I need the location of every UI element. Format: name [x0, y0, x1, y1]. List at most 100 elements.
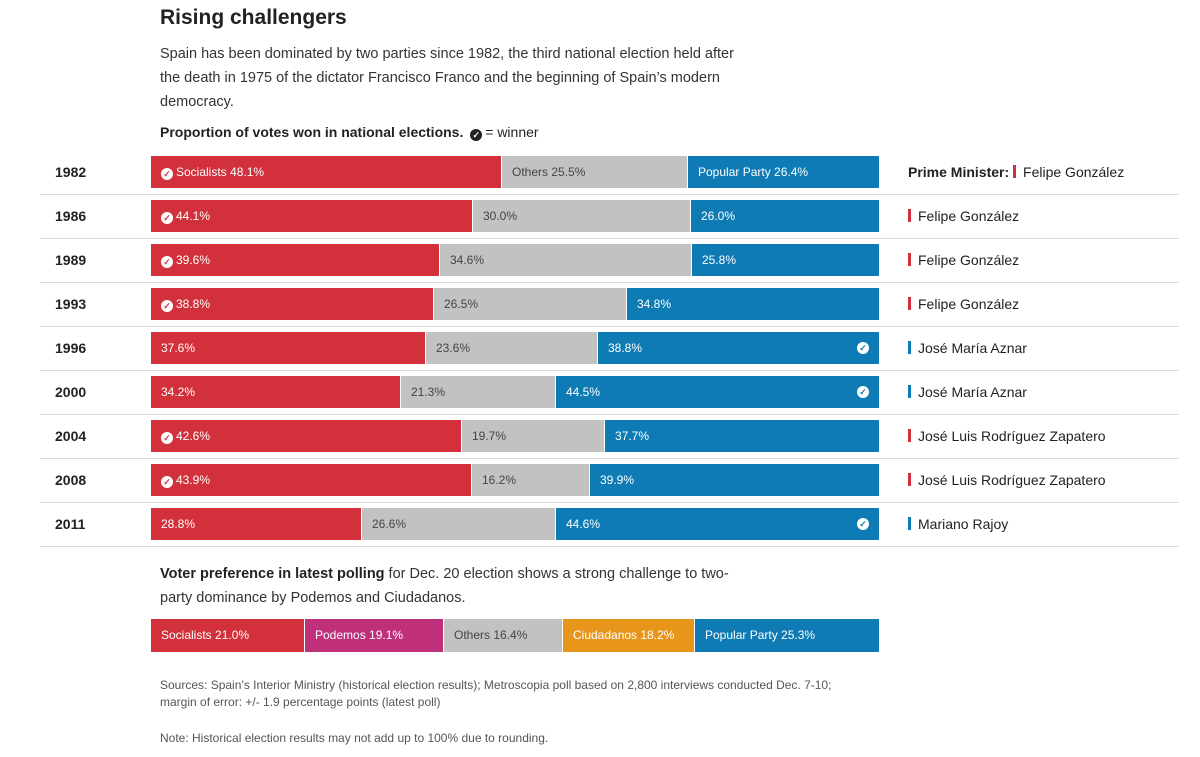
bar-label-socialists: 44.1%: [176, 209, 211, 223]
prime-minister: José María Aznar: [908, 371, 1027, 414]
subhead-legend: = winner: [485, 124, 539, 140]
bar-socialists: ✓ 39.6%: [151, 244, 439, 276]
stacked-bar: 37.6% 23.6% 38.8% ✓: [151, 332, 879, 364]
prime-minister-name: José María Aznar: [918, 384, 1027, 400]
chart-title: Rising challengers: [160, 6, 347, 29]
bar-label-socialists: 42.6%: [176, 429, 211, 443]
bar-label-others: 16.2%: [482, 473, 517, 487]
prime-minister: Felipe González: [908, 195, 1019, 238]
subhead-bold: Proportion of votes won in national elec…: [160, 124, 464, 140]
poll-text-bold: Voter preference in latest polling: [160, 566, 385, 582]
prime-minister: José María Aznar: [908, 327, 1027, 370]
bar-label-popular-party: Popular Party 26.4%: [698, 165, 809, 179]
bar-label-others: 30.0%: [483, 209, 518, 223]
election-results-chart: 1982 ✓ Socialists 48.1% Others 25.5% Popular…: [40, 151, 1179, 547]
winner-check-icon: ✓: [470, 129, 483, 141]
bar-label-popular-party: 39.9%: [600, 473, 635, 487]
chart-row-2008: 2008 ✓ 43.9% 16.2% 39.9% José Luis Rodríguez …: [40, 459, 1179, 503]
bar-popular-party: 44.5% ✓: [555, 376, 879, 408]
stacked-bar: ✓ Socialists 48.1% Others 25.5% Popular Par…: [151, 156, 879, 188]
bar-socialists: 37.6%: [151, 332, 425, 364]
prime-minister-name: Felipe González: [1023, 164, 1125, 180]
party-marker: [908, 297, 911, 310]
bar-popular-party: 38.8% ✓: [597, 332, 879, 364]
party-marker: [1013, 165, 1017, 178]
chart-row-2004: 2004 ✓ 42.6% 19.7% 37.7% José Luis Rodríguez …: [40, 415, 1179, 459]
prime-minister: Felipe González: [908, 239, 1019, 282]
prime-minister-name: Mariano Rajoy: [918, 516, 1009, 532]
bar-popular-party: 25.8%: [691, 244, 879, 276]
bar-label-others: Others 25.5%: [512, 165, 586, 179]
party-marker: [908, 341, 911, 354]
winner-check-icon: ✓: [857, 518, 869, 530]
party-marker: [908, 429, 911, 442]
bar-popular-party: 26.0%: [690, 200, 879, 232]
bar-label-socialists: Socialists 48.1%: [176, 165, 265, 179]
bar-socialists: 34.2%: [151, 376, 400, 408]
year-label: 1989: [55, 252, 87, 268]
chart-subhead: Proportion of votes won in national elec…: [160, 124, 539, 141]
poll-segment-others: Others 16.4%: [443, 619, 562, 652]
bar-others: 23.6%: [425, 332, 597, 364]
winner-check-icon: ✓: [161, 300, 173, 312]
chart-row-2011: 2011 28.8% 26.6% 44.6% ✓ Mariano Rajoy: [40, 503, 1179, 547]
prime-minister: Mariano Rajoy: [908, 503, 1008, 546]
poll-segment-ciudadanos: Ciudadanos 18.2%: [562, 619, 694, 652]
year-label: 2011: [55, 516, 86, 532]
winner-check-icon: ✓: [161, 168, 173, 180]
bar-socialists: ✓ 43.9%: [151, 464, 471, 496]
prime-minister: José Luis Rodríguez Zapatero: [908, 415, 1106, 458]
stacked-bar: ✓ 42.6% 19.7% 37.7%: [151, 420, 879, 452]
bar-others: 30.0%: [472, 200, 690, 232]
poll-chart: Socialists 21.0% Podemos 19.1% Others 16.4…: [151, 619, 879, 652]
stacked-bar: 28.8% 26.6% 44.6% ✓: [151, 508, 879, 540]
bar-popular-party: 34.8%: [626, 288, 879, 320]
bar-label-others: 34.6%: [450, 253, 485, 267]
chart-row-1982: 1982 ✓ Socialists 48.1% Others 25.5% Popular…: [40, 151, 1179, 195]
stacked-bar: ✓ 44.1% 30.0% 26.0%: [151, 200, 879, 232]
prime-minister-name: Felipe González: [918, 208, 1020, 224]
bar-label-popular-party: 44.6%: [566, 517, 601, 531]
year-label: 2008: [55, 472, 87, 488]
bar-label-others: 26.6%: [372, 517, 407, 531]
bar-label-others: 21.3%: [411, 385, 446, 399]
bar-socialists: ✓ 38.8%: [151, 288, 433, 320]
bar-popular-party: 39.9%: [589, 464, 879, 496]
poll-segment-popular-party: Popular Party 25.3%: [694, 619, 879, 652]
bar-label-popular-party: 34.8%: [637, 297, 672, 311]
chart-row-1986: 1986 ✓ 44.1% 30.0% 26.0% Felipe González: [40, 195, 1179, 239]
winner-check-icon: ✓: [161, 432, 173, 444]
bar-others: 26.5%: [433, 288, 626, 320]
prime-minister: José Luis Rodríguez Zapatero: [908, 459, 1106, 502]
prime-minister-name: Felipe González: [918, 296, 1020, 312]
stacked-bar: 34.2% 21.3% 44.5% ✓: [151, 376, 879, 408]
prime-minister: Prime Minister: Felipe González: [908, 151, 1124, 194]
poll-segment-podemos: Podemos 19.1%: [304, 619, 443, 652]
bar-label-popular-party: 37.7%: [615, 429, 650, 443]
bar-socialists: ✓ 44.1%: [151, 200, 472, 232]
bar-label-popular-party: 44.5%: [566, 385, 601, 399]
stacked-bar: ✓ 38.8% 26.5% 34.8%: [151, 288, 879, 320]
poll-text-rest: for Dec. 20 election shows a strong chal…: [160, 566, 729, 606]
party-marker: [908, 253, 911, 266]
prime-minister: Felipe González: [908, 283, 1019, 326]
prime-minister-name: Felipe González: [918, 252, 1020, 268]
winner-check-icon: ✓: [857, 342, 869, 354]
sources-text: Sources: Spain’s Interior Ministry (hist…: [160, 678, 832, 709]
chart-row-2000: 2000 34.2% 21.3% 44.5% ✓ José María Aznar: [40, 371, 1179, 415]
bar-label-socialists: 43.9%: [176, 473, 211, 487]
bar-popular-party: Popular Party 26.4%: [687, 156, 879, 188]
bar-label-socialists: 38.8%: [176, 297, 211, 311]
party-marker: [908, 209, 911, 222]
bar-label-socialists: 39.6%: [176, 253, 211, 267]
year-label: 1993: [55, 296, 87, 312]
bar-label-others: 19.7%: [472, 429, 507, 443]
bar-others: 34.6%: [439, 244, 691, 276]
party-marker: [908, 517, 911, 530]
intro-text: Spain has been dominated by two parties …: [160, 46, 734, 110]
bar-label-others: 23.6%: [436, 341, 471, 355]
chart-row-1993: 1993 ✓ 38.8% 26.5% 34.8% Felipe González: [40, 283, 1179, 327]
prime-minister-name: José Luis Rodríguez Zapatero: [918, 428, 1106, 444]
bar-others: 26.6%: [361, 508, 555, 540]
prime-minister-name: José María Aznar: [918, 340, 1027, 356]
